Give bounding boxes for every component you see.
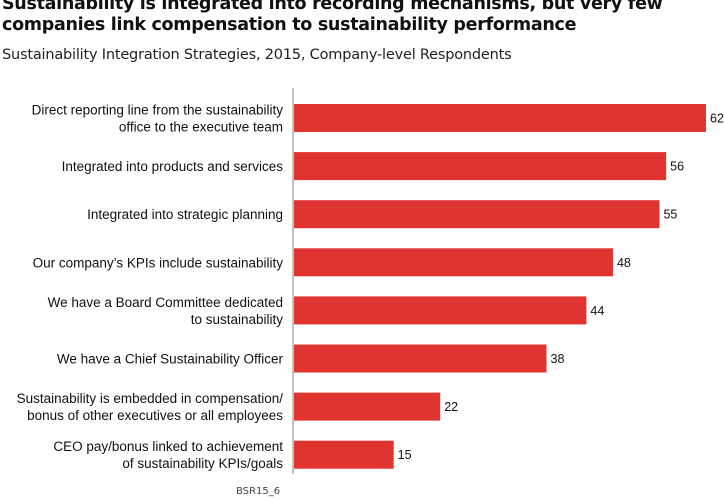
category-label: to sustainability <box>191 312 284 327</box>
bar-value-label: 44 <box>590 304 604 318</box>
category-label: office to the executive team <box>119 120 283 135</box>
bar-value-label: 55 <box>663 208 677 222</box>
chart-title-line-1: Sustainability is integrated into record… <box>2 0 663 14</box>
bar <box>294 296 587 325</box>
bar-value-label: 22 <box>444 400 458 414</box>
category-label: of sustainability KPIs/goals <box>122 456 283 471</box>
chart-subtitle: Sustainability Integration Strategies, 2… <box>2 47 512 63</box>
bar-value-label: 56 <box>670 160 684 174</box>
category-label: Integrated into strategic planning <box>87 207 283 222</box>
bar <box>294 392 441 421</box>
bar <box>294 152 667 181</box>
bar <box>294 440 394 469</box>
category-label: Sustainability is embedded in compensati… <box>17 391 284 406</box>
category-label: Direct reporting line from the sustainab… <box>32 103 284 118</box>
bar <box>294 104 706 132</box>
bar-value-label: 38 <box>551 352 565 366</box>
category-label: Our company’s KPIs include sustainabilit… <box>33 255 284 270</box>
bar <box>294 248 613 277</box>
chart-title: Sustainability is integrated into record… <box>2 0 722 36</box>
category-label: We have a Board Committee dedicated <box>48 295 283 310</box>
bar-value-label: 62 <box>710 112 724 126</box>
chart-title-line-2: companies link compensation to sustainab… <box>2 15 577 35</box>
category-label: Integrated into products and services <box>62 159 284 174</box>
category-label: We have a Chief Sustainability Officer <box>57 352 284 367</box>
category-label: bonus of other executives or all employe… <box>27 408 283 423</box>
source-code: BSR15_6 <box>236 486 281 497</box>
bar-value-label: 48 <box>617 256 631 270</box>
category-label: CEO pay/bonus linked to achievement <box>53 439 283 454</box>
bar-value-label: 15 <box>398 448 412 462</box>
bar <box>294 344 547 373</box>
bar <box>294 200 660 229</box>
